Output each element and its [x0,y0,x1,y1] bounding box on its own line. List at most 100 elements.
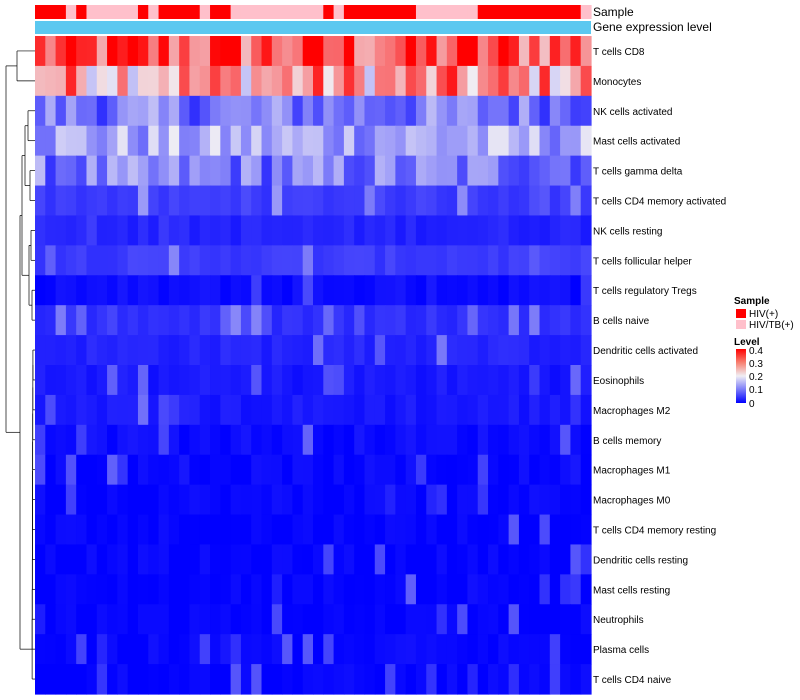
heatmap-cell [282,36,294,67]
heatmap-cell [86,185,98,217]
heatmap-cell [302,215,314,246]
heatmap-cell [457,335,469,366]
heatmap-cell [189,634,201,665]
heatmap-cell [199,125,211,157]
heatmap-cell [518,634,530,665]
heatmap-cell [282,305,294,336]
heatmap-cell [570,155,582,187]
heatmap-cell [405,335,417,366]
heatmap-cell [436,245,448,276]
heatmap-cell [96,454,108,486]
heatmap-cell [251,634,263,665]
heatmap-cell [539,454,551,486]
heatmap-cell [127,185,139,217]
heatmap-cell [210,95,221,127]
heatmap-cell [251,365,263,396]
sample-annotation-cell [251,5,263,19]
heatmap-cell [107,544,118,575]
heatmap-cell [117,634,129,665]
heatmap-cell [518,335,530,366]
heatmap-cell [65,305,77,336]
heatmap-cell [35,424,46,456]
heatmap-cell [45,65,57,97]
heatmap-cell [230,365,242,396]
heatmap-cell [580,424,592,456]
heatmap-cell [86,574,98,605]
heatmap-cell [179,574,191,605]
heatmap-cell [96,484,108,516]
heatmap-cell [446,215,458,246]
heatmap-cell [323,424,335,456]
heatmap-cell [137,305,149,336]
heatmap-cell [518,65,530,97]
sample-annotation-cell [86,5,98,19]
heatmap-cell [488,185,499,217]
heatmap-cell [137,365,149,396]
heatmap-cell [467,424,479,456]
heatmap-cell [518,544,530,575]
heatmap-cell [148,335,160,366]
heatmap-cell [488,36,499,67]
heatmap-cell [570,544,582,575]
heatmap-cell [446,484,458,516]
heatmap-cell [333,65,345,97]
heatmap-cell [333,335,345,366]
heatmap-cell [86,155,98,187]
heatmap-cell [477,275,489,306]
heatmap-cell [580,574,592,605]
heatmap-cell [55,335,67,366]
heatmap-cell [529,245,541,276]
heatmap-cell [477,125,489,157]
heatmap-cell [76,365,88,396]
heatmap-cell [230,574,242,605]
heatmap-cell [385,424,396,456]
heatmap-cell [240,514,252,546]
heatmap-cell [189,185,201,217]
heatmap-cell [457,185,469,217]
heatmap-cell [251,155,263,187]
heatmap-cell [189,365,201,396]
heatmap-cell [395,95,407,127]
heatmap-cell [405,574,417,605]
heatmap-cell [117,514,129,546]
heatmap-cell [436,574,448,605]
heatmap-cell [374,275,386,306]
heatmap-cell [580,65,592,97]
heatmap-cell [240,454,252,486]
heatmap-cell [343,424,355,456]
heatmap-cell [302,95,314,127]
row-label: Eosinophils [593,376,644,387]
heatmap-cell [323,215,335,246]
heatmap-cell [199,335,211,366]
heatmap-cell [86,36,98,67]
heatmap-cell [467,125,479,157]
row-label: T cells gamma delta [593,167,683,178]
sample-annotation-cell [488,5,499,19]
heatmap-cell [137,36,149,67]
heatmap-cell [560,185,572,217]
heatmap-cell [271,634,283,665]
heatmap-cell [107,185,118,217]
heatmap-cell [518,215,530,246]
heatmap-cell [168,305,180,336]
heatmap-cell [220,484,232,516]
heatmap-cell [240,65,252,97]
heatmap-cell [313,634,324,665]
heatmap-cell [343,604,355,635]
heatmap-cell [539,634,551,665]
heatmap-cell [158,424,170,456]
heatmap-cell [220,155,232,187]
heatmap-cell [529,36,541,67]
heatmap-cell [498,65,510,97]
heatmap-cell [117,454,129,486]
heatmap-cell [148,424,160,456]
heatmap-cell [210,36,221,67]
row-label: Macrophages M2 [593,406,671,417]
heatmap-cell [560,544,572,575]
heatmap-cell [117,125,129,157]
heatmap-cell [518,424,530,456]
heatmap-cell [86,664,98,695]
heatmap-cell [148,36,160,67]
heatmap-cell [179,514,191,546]
heatmap-cell [35,574,46,605]
